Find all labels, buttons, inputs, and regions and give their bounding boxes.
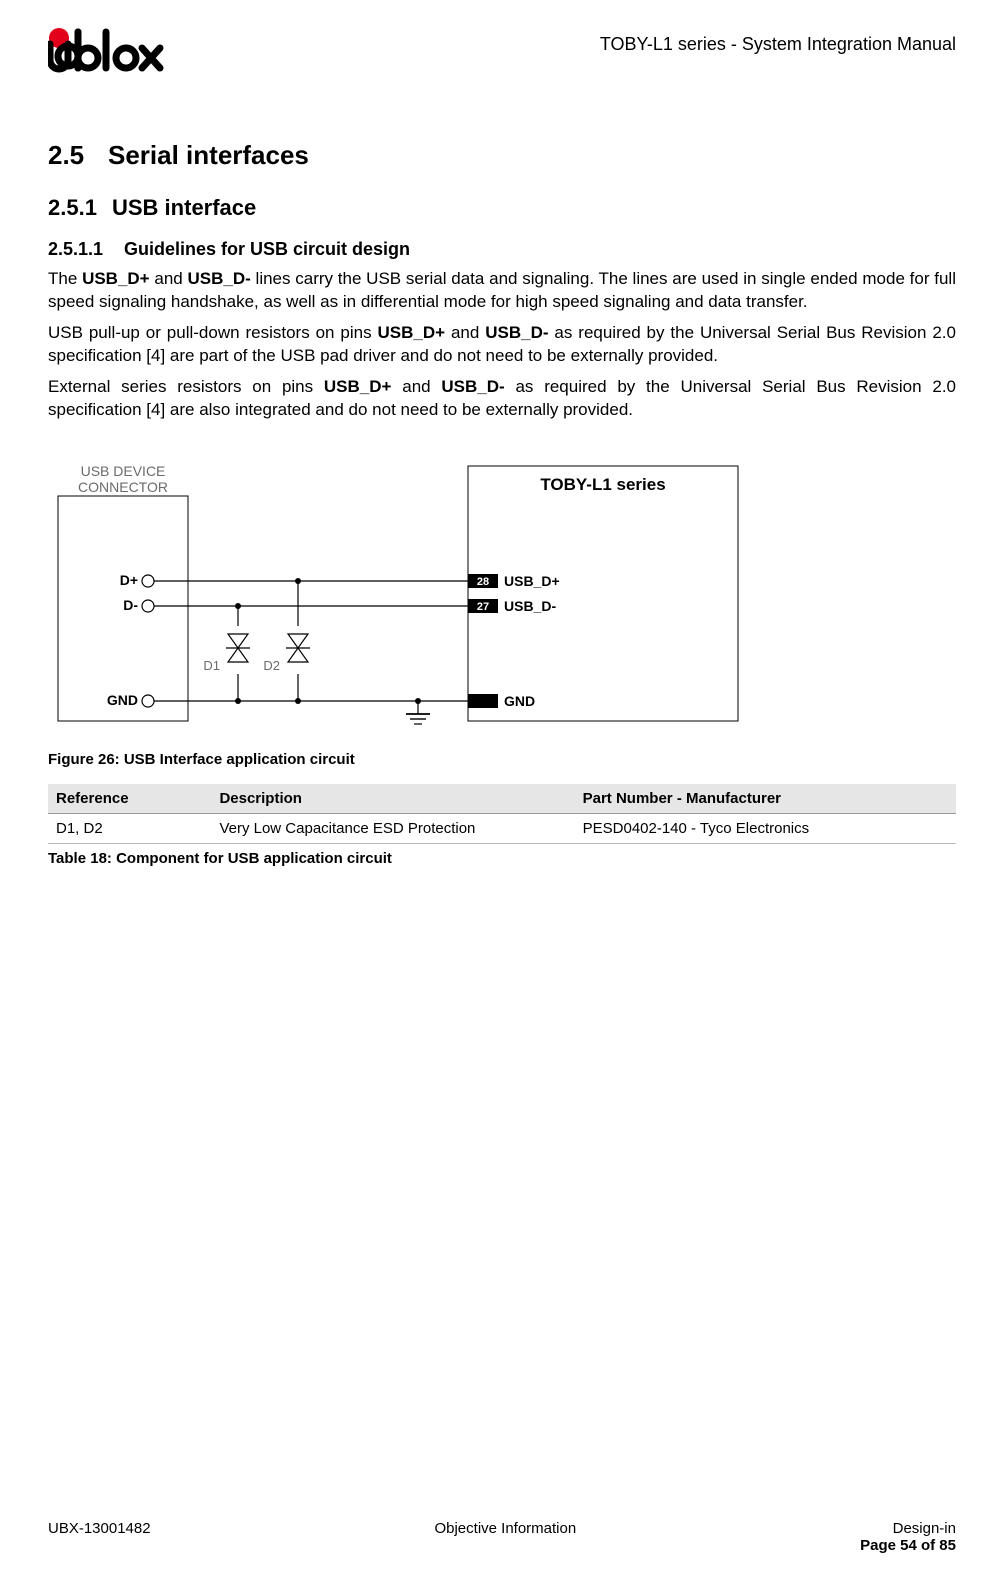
ublox-logo: [48, 28, 198, 80]
text: and: [150, 269, 188, 288]
label-dplus: D+: [120, 572, 138, 588]
connector-title-2: CONNECTOR: [78, 479, 168, 495]
connector-title-1: USB DEVICE: [81, 463, 166, 479]
page-footer: UBX-13001482 Objective Information Desig…: [48, 1520, 956, 1554]
sectitle: Guidelines for USB circuit design: [124, 239, 410, 259]
components-table: Reference Description Part Number - Manu…: [48, 784, 956, 844]
td-reference: D1, D2: [48, 813, 211, 843]
text-bold: USB_D-: [188, 269, 251, 288]
text-bold: USB_D+: [324, 377, 392, 396]
page-header: TOBY-L1 series - System Integration Manu…: [48, 28, 956, 80]
label-dminus: D-: [123, 597, 138, 613]
text-bold: USB_D+: [378, 323, 446, 342]
figure-caption: Figure 26: USB Interface application cir…: [48, 751, 956, 768]
module-title: TOBY-L1 series: [540, 475, 665, 494]
paragraph: External series resistors on pins USB_D+…: [48, 376, 956, 422]
table-caption: Table 18: Component for USB application …: [48, 850, 956, 867]
text: The: [48, 269, 82, 288]
figure-26: USB DEVICE CONNECTOR TOBY-L1 series D+ D…: [48, 446, 956, 741]
doc-title: TOBY-L1 series - System Integration Manu…: [600, 28, 956, 55]
section-heading-2-5-1: 2.5.1USB interface: [48, 195, 956, 221]
label-d1: D1: [203, 658, 220, 673]
sectitle: USB interface: [112, 195, 256, 220]
footer-right-top: Design-in: [860, 1520, 956, 1537]
text-bold: USB_D+: [82, 269, 150, 288]
th-description: Description: [211, 784, 574, 814]
text: External series resistors on pins: [48, 377, 324, 396]
td-part-number: PESD0402-140 - Tyco Electronics: [575, 813, 956, 843]
pin-28: 28: [477, 576, 489, 588]
text: and: [391, 377, 441, 396]
td-description: Very Low Capacitance ESD Protection: [211, 813, 574, 843]
label-d2: D2: [263, 658, 280, 673]
pin-27: 27: [477, 601, 489, 613]
secnum: 2.5: [48, 140, 108, 171]
label-gnd: GND: [107, 692, 138, 708]
th-part-number: Part Number - Manufacturer: [575, 784, 956, 814]
table-row: D1, D2 Very Low Capacitance ESD Protecti…: [48, 813, 956, 843]
secnum: 2.5.1: [48, 195, 112, 221]
section-heading-2-5: 2.5Serial interfaces: [48, 140, 956, 171]
th-reference: Reference: [48, 784, 211, 814]
footer-left: UBX-13001482: [48, 1520, 151, 1554]
paragraph: The USB_D+ and USB_D- lines carry the US…: [48, 268, 956, 314]
label-mod-gnd: GND: [504, 693, 535, 709]
text: USB pull-up or pull-down resistors on pi…: [48, 323, 378, 342]
section-heading-2-5-1-1: 2.5.1.1Guidelines for USB circuit design: [48, 239, 956, 260]
sectitle: Serial interfaces: [108, 140, 309, 170]
text: and: [445, 323, 485, 342]
label-usb-dplus: USB_D+: [504, 573, 560, 589]
label-usb-dminus: USB_D-: [504, 598, 556, 614]
secnum: 2.5.1.1: [48, 239, 124, 260]
paragraph: USB pull-up or pull-down resistors on pi…: [48, 322, 956, 368]
footer-page-number: Page 54 of 85: [860, 1537, 956, 1554]
text-bold: USB_D-: [441, 377, 504, 396]
footer-center: Objective Information: [434, 1520, 576, 1554]
text-bold: USB_D-: [485, 323, 548, 342]
